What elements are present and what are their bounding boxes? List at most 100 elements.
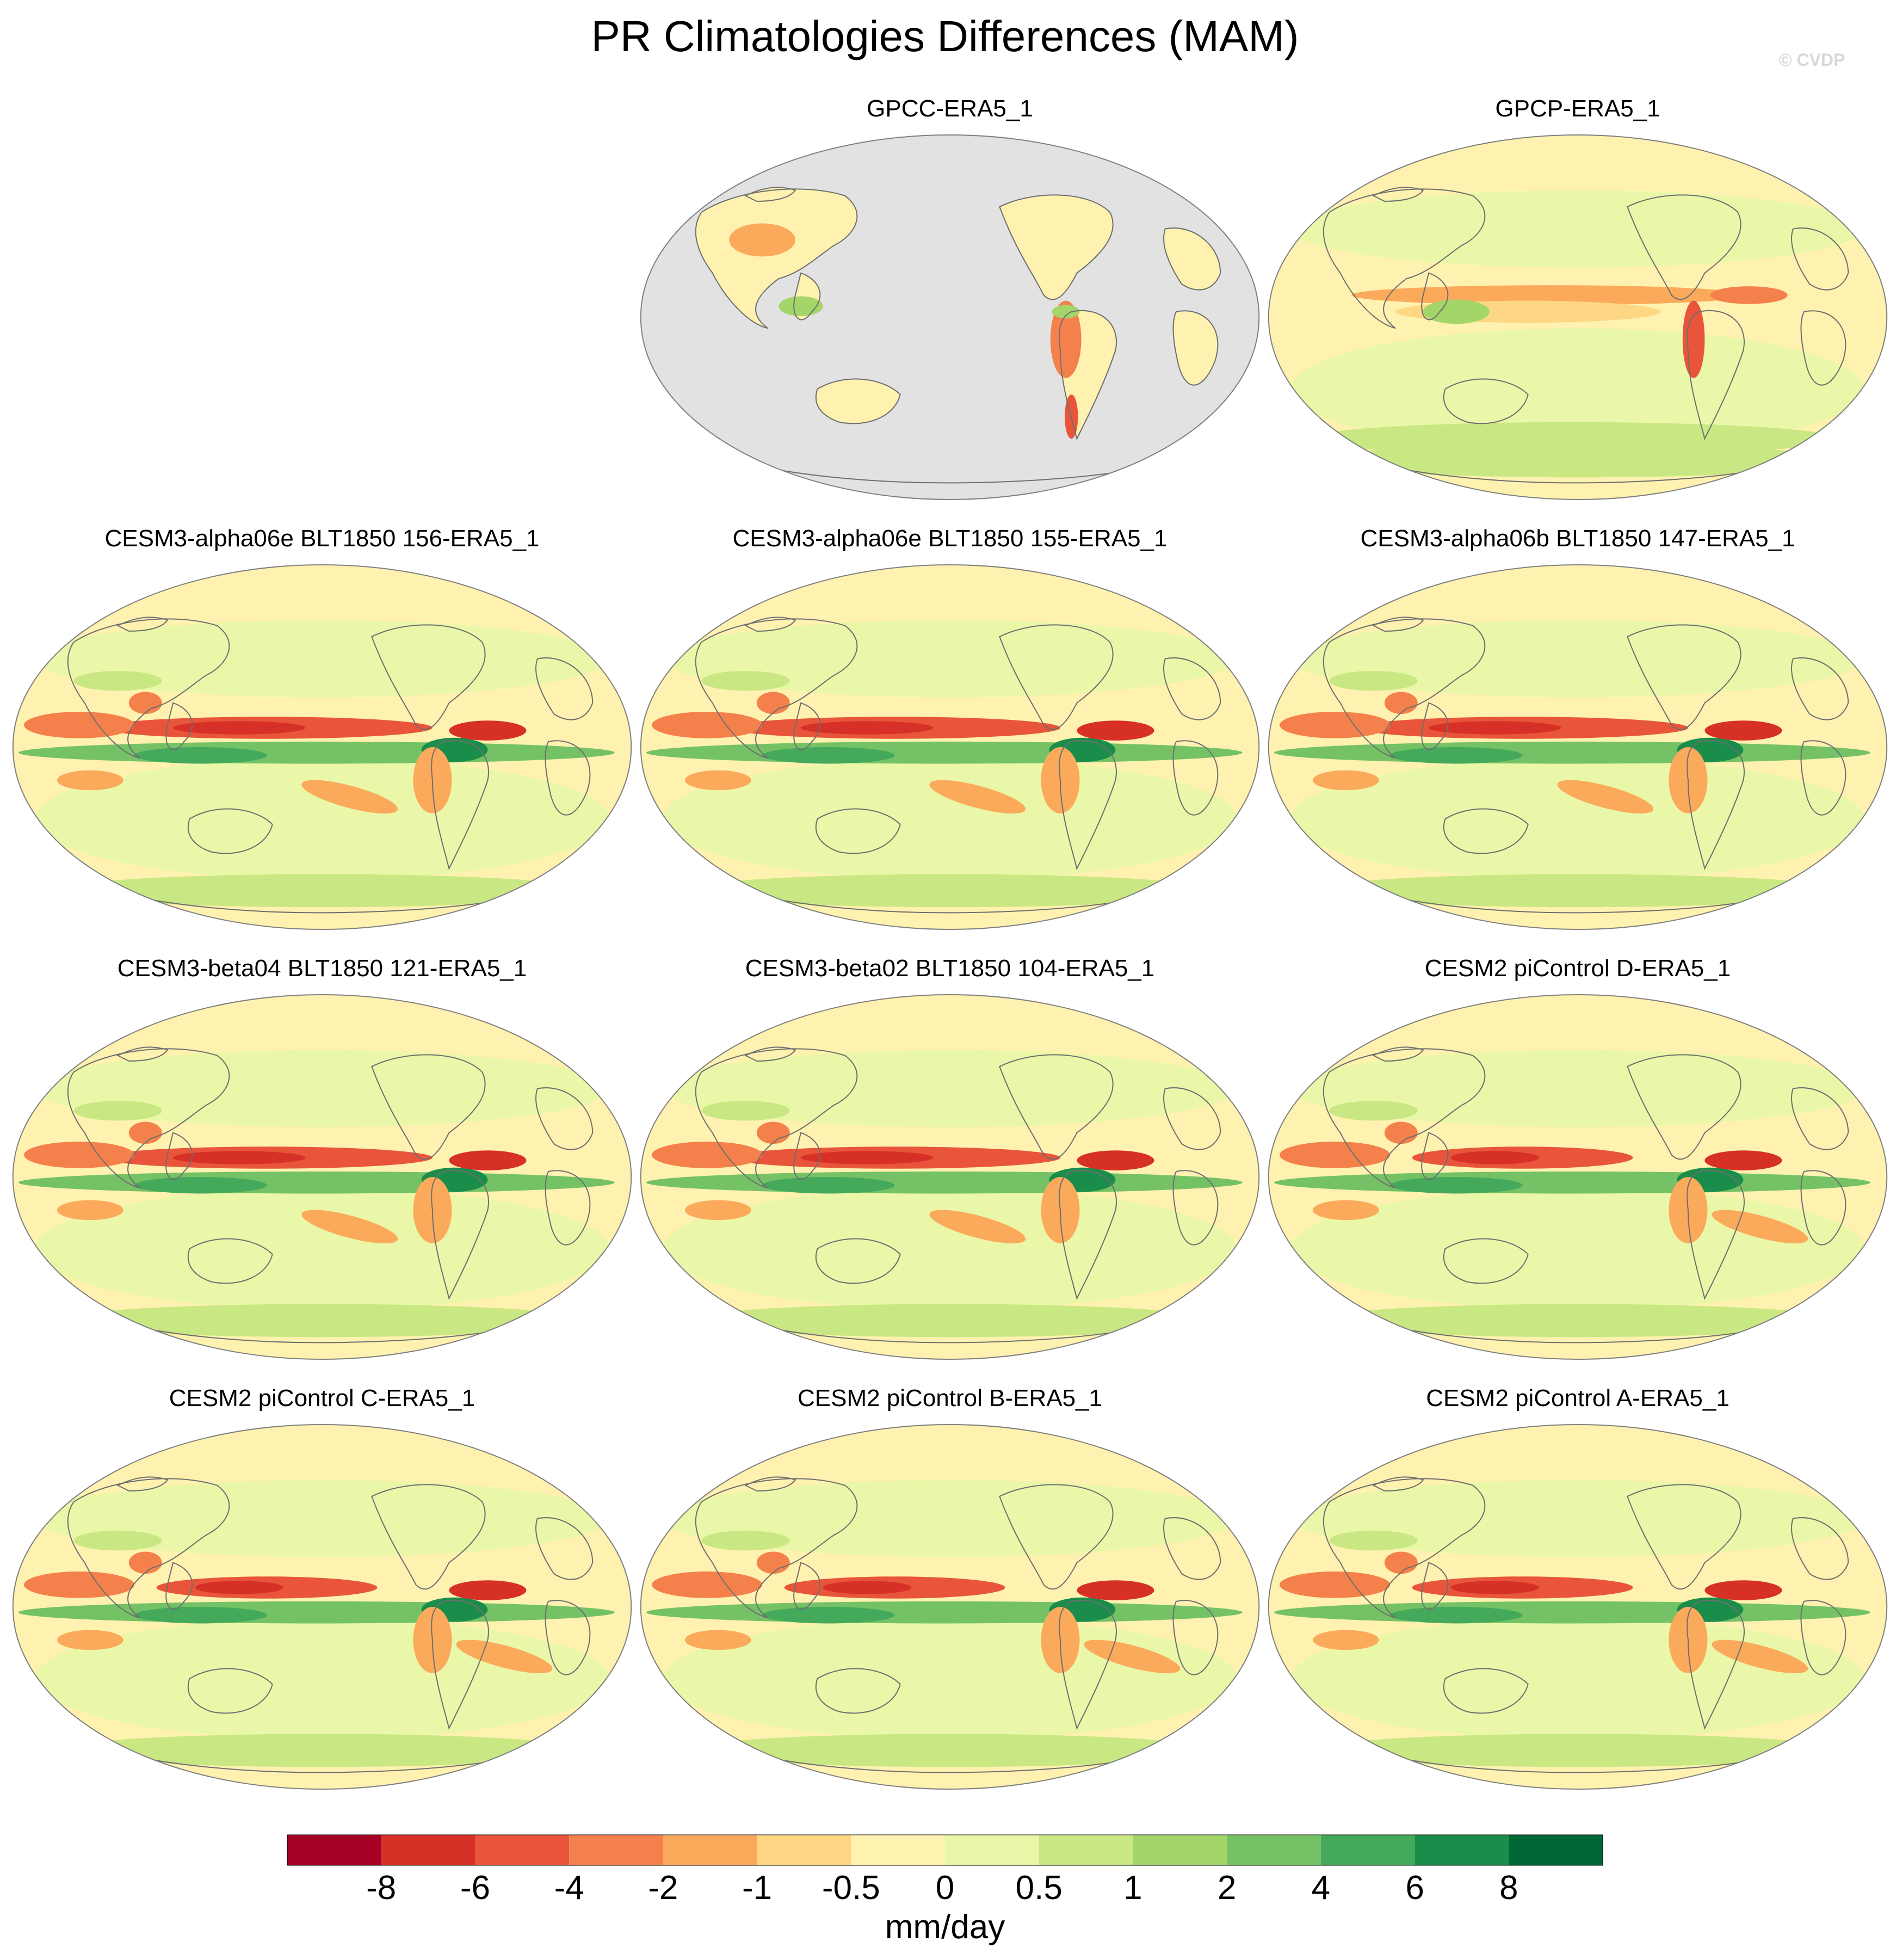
coastline — [431, 1169, 489, 1300]
map-border — [1268, 1424, 1888, 1790]
southeast-pacific-dry — [929, 780, 1026, 814]
colorbar-tick-label: 2 — [1218, 1869, 1236, 1907]
colorbar-segment — [1039, 1835, 1133, 1865]
asia-dry-bias — [729, 223, 795, 257]
northern-light-wet — [663, 620, 1237, 698]
coastline — [1421, 272, 1449, 320]
central-america-wet-bias — [1052, 305, 1080, 319]
coastline — [999, 1484, 1114, 1590]
panel-title: CESM3-beta04 BLT1850 121-ERA5_1 — [117, 955, 527, 982]
atlantic-dry-core — [1704, 1150, 1782, 1170]
map-plot — [1268, 134, 1888, 500]
itcz-north-dry-core — [173, 1151, 306, 1164]
itcz-south-wet-band — [1274, 1601, 1870, 1624]
atlantic-dry-core — [1710, 286, 1788, 304]
north-indian-wet — [73, 670, 162, 691]
andes-dry-bias — [1050, 300, 1082, 378]
map-plot — [1268, 1424, 1888, 1790]
north-indian-wet — [73, 1530, 162, 1551]
south-indian-dry — [684, 770, 751, 791]
southern-ocean-band — [57, 1734, 588, 1767]
colorbar-tick-label: -8 — [366, 1869, 396, 1907]
southern-light-wet — [1290, 1618, 1865, 1740]
northern-light-wet — [663, 1480, 1237, 1557]
itcz-south-wet-band — [646, 741, 1243, 764]
coastline — [999, 624, 1114, 730]
coastline — [371, 1054, 486, 1160]
coastline — [1059, 310, 1117, 441]
coastline — [1687, 310, 1745, 441]
coastline — [1059, 1169, 1117, 1300]
land-field — [816, 379, 900, 424]
coastline — [1627, 194, 1741, 300]
coastline — [1421, 1132, 1449, 1180]
south-indian-dry — [57, 1630, 123, 1650]
itcz-south-wet-band — [18, 1601, 615, 1624]
map-panel: CESM3-beta02 BLT1850 104-ERA5_1 — [634, 952, 1265, 1366]
colorbar-tick-label: 6 — [1405, 1869, 1424, 1907]
south-indian-dry — [57, 770, 123, 791]
south-indian-dry — [684, 1630, 751, 1650]
map-border — [12, 1424, 632, 1790]
land-field — [1164, 228, 1221, 290]
atlantic-dry-core — [1704, 1580, 1782, 1600]
itcz-north-dry-core — [801, 721, 934, 735]
south-indian-dry — [57, 1200, 123, 1221]
northern-light-wet — [1290, 620, 1865, 698]
south-asia-dry — [1384, 1121, 1418, 1144]
southern-ocean-band — [57, 874, 588, 908]
maritime-wet-core — [1390, 747, 1523, 764]
coastline — [793, 702, 821, 750]
panel-title: CESM2 piControl A-ERA5_1 — [1426, 1385, 1730, 1412]
coastline — [1372, 617, 1424, 632]
coastline — [116, 1476, 169, 1491]
indian-dry-band — [1280, 1142, 1390, 1168]
colorbar-tick-label: -4 — [554, 1869, 584, 1907]
map-panel: CESM3-alpha06b BLT1850 147-ERA5_1 — [1262, 522, 1890, 936]
colorbar-segment — [1133, 1835, 1227, 1865]
coastline — [815, 1238, 901, 1284]
coastline — [187, 1238, 273, 1284]
coastline — [695, 1478, 858, 1619]
southern-ocean-band — [1312, 874, 1843, 908]
atlantic-dry-core — [1077, 720, 1154, 741]
panel-title: CESM3-alpha06b BLT1850 147-ERA5_1 — [1360, 525, 1795, 552]
coastline — [744, 1046, 796, 1062]
coastline — [371, 624, 486, 730]
coastline — [1323, 1478, 1486, 1619]
coastline — [1443, 808, 1529, 854]
land-field — [695, 189, 857, 329]
coastline — [734, 1320, 1165, 1343]
southern-light-wet — [1290, 1188, 1865, 1310]
coastline — [1627, 1054, 1741, 1160]
atlantic-dry-core — [449, 1150, 527, 1170]
colorbar-segment — [945, 1835, 1039, 1865]
map-panel: CESM2 piControl C-ERA5_1 — [7, 1382, 638, 1796]
coastline — [1800, 1170, 1846, 1246]
coastline — [535, 657, 594, 720]
north-indian-wet — [701, 1100, 790, 1121]
coastline — [1800, 1600, 1846, 1675]
maritime-wet-core — [1423, 299, 1490, 324]
coastline — [1421, 1562, 1449, 1610]
southern-ocean-band — [684, 1734, 1215, 1767]
coastline — [1362, 890, 1793, 914]
coastline — [1443, 1668, 1529, 1714]
colorbar-unit-label: mm/day — [885, 1908, 1005, 1946]
itcz-south-wet-band — [18, 741, 615, 764]
colorbar-segment — [569, 1835, 663, 1865]
coastline — [734, 890, 1165, 914]
map-plot — [1268, 994, 1888, 1360]
coastline — [1323, 618, 1486, 759]
coastline — [695, 1048, 858, 1189]
indian-dry-band — [652, 712, 762, 738]
coastline — [1372, 187, 1424, 202]
cvdp-credit: © CVDP — [1779, 50, 1845, 70]
coastline — [793, 1562, 821, 1610]
map-border — [12, 564, 632, 930]
southeast-pacific-dry — [1084, 1640, 1181, 1674]
north-indian-wet — [1329, 1100, 1418, 1121]
maritime-wet-core — [134, 747, 267, 764]
northern-light-wet — [35, 1050, 609, 1127]
coastline — [165, 1562, 193, 1610]
